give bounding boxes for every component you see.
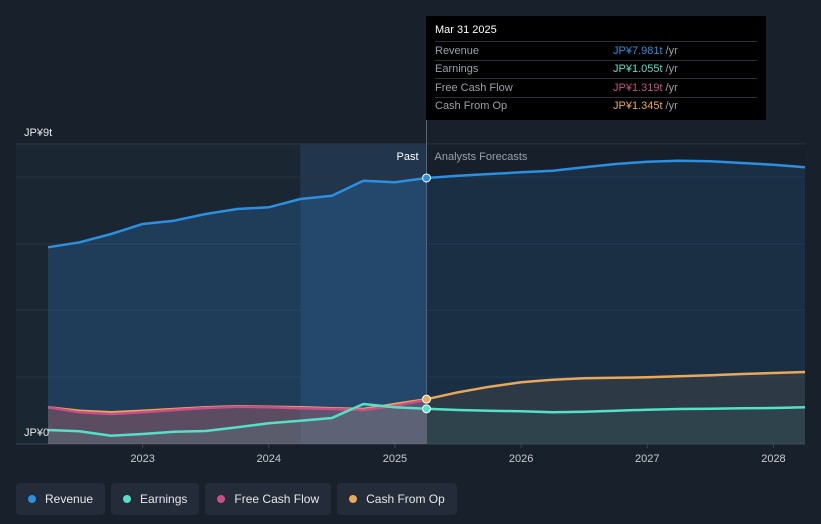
cash-from-op-dot-icon [349,495,358,503]
x-tick-label: 2025 [383,453,407,465]
legend-item-revenue[interactable]: Revenue [16,483,106,515]
legend-label: Earnings [140,492,188,506]
chart-legend: Revenue Earnings Free Cash Flow Cash Fro… [16,483,457,515]
y-bottom-label: JP¥0 [24,427,49,439]
legend-label: Free Cash Flow [234,492,320,506]
tooltip-label: Revenue [435,44,480,57]
forecast-region [426,144,805,444]
x-tick-label: 2024 [257,453,281,465]
tooltip-label: Earnings [435,63,479,76]
tooltip-value: JP¥7.981t [613,44,663,57]
earnings-marker [422,404,431,414]
highlight-region [300,144,427,444]
y-top-label: JP¥9t [24,127,52,139]
legend-item-earnings[interactable]: Earnings [111,483,200,515]
legend-item-cash-from-op[interactable]: Cash From Op [337,483,457,515]
tooltip-unit: /yr [665,81,678,94]
revenue-marker [422,173,431,183]
earnings-dot-icon [123,495,132,503]
cash-from-op-marker [422,394,431,404]
tooltip-panel: Mar 31 2025 Revenue JP¥7.981t /yr Earnin… [426,16,766,120]
x-tick-label: 2027 [635,453,659,465]
x-tick-label: 2028 [761,453,785,465]
free-cash-flow-dot-icon [217,495,226,503]
x-tick-label: 2026 [509,453,533,465]
tooltip-label: Free Cash Flow [435,81,513,94]
tooltip-row-free-cash-flow: Free Cash Flow JP¥1.319t /yr [435,78,757,97]
free-cash-flow-line [47,398,427,416]
tooltip-row-cash-from-op: Cash From Op JP¥1.345t /yr [435,96,757,116]
x-tick-label: 2023 [130,453,154,465]
legend-label: Cash From Op [366,492,445,506]
forecast-label: Analysts Forecasts [435,151,528,163]
legend-label: Revenue [45,492,94,506]
tooltip-value: JP¥1.055t [613,63,663,76]
tooltip-unit: /yr [665,100,678,113]
past-label: Past [396,151,418,163]
tooltip-value: JP¥1.345t [613,100,663,113]
tooltip-unit: /yr [665,44,678,57]
legend-item-free-cash-flow[interactable]: Free Cash Flow [205,483,332,515]
tooltip-row-revenue: Revenue JP¥7.981t /yr [435,41,757,60]
tooltip-row-earnings: Earnings JP¥1.055t /yr [435,59,757,79]
revenue-dot-icon [28,495,36,503]
tooltip-value: JP¥1.319t [613,81,663,94]
earnings-line [47,402,806,437]
tooltip-date: Mar 31 2025 [435,24,497,36]
tooltip-unit: /yr [665,63,678,76]
tooltip-label: Cash From Op [435,100,508,113]
